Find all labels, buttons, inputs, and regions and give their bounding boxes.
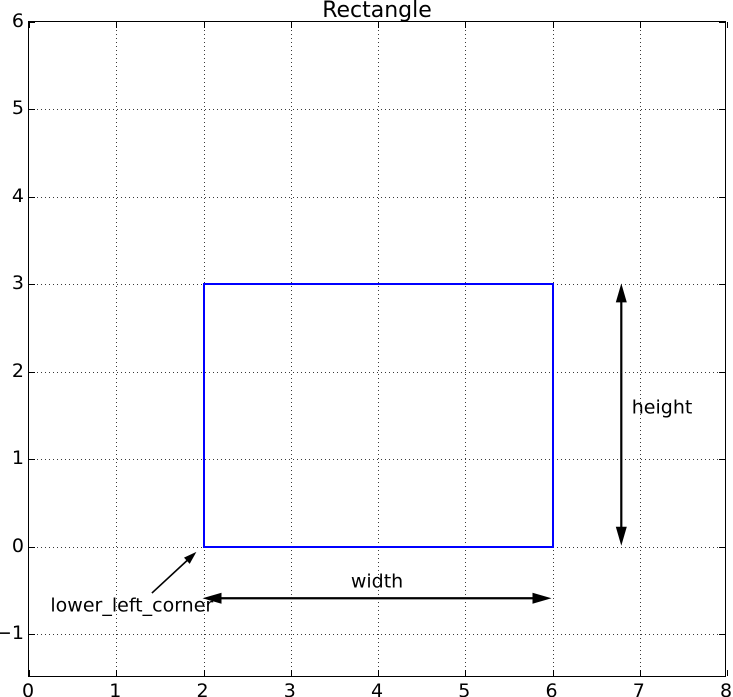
- x-tick-mark-top: [727, 22, 728, 28]
- x-tick-mark-top: [465, 22, 467, 28]
- height-annotation-label: height: [631, 396, 693, 419]
- x-gridline: [290, 22, 292, 676]
- x-tick-mark-bottom: [29, 670, 30, 676]
- x-tick-label: 5: [458, 680, 471, 697]
- x-tick-label: 6: [545, 680, 558, 697]
- y-tick-mark-right: [719, 546, 725, 548]
- y-gridline: [29, 371, 725, 373]
- y-tick-label: −1: [0, 622, 24, 645]
- y-tick-label: 0: [11, 534, 24, 557]
- x-tick-label: 0: [21, 680, 35, 697]
- plot-area: [28, 21, 728, 677]
- y-gridline: [29, 459, 725, 461]
- x-tick-label: 7: [632, 680, 645, 697]
- y-tick-label: 2: [11, 359, 24, 382]
- y-tick-mark-left: [29, 634, 35, 636]
- x-tick-label: 8: [719, 680, 733, 697]
- y-tick-mark-right: [719, 371, 725, 373]
- y-tick-mark-left: [29, 196, 35, 198]
- y-tick-label: 3: [11, 272, 24, 295]
- x-gridline: [639, 22, 641, 676]
- y-tick-mark-right: [719, 634, 725, 636]
- y-tick-mark-left: [29, 284, 35, 286]
- x-tick-mark-top: [29, 22, 30, 28]
- x-gridline: [116, 22, 118, 676]
- y-tick-mark-left: [29, 459, 35, 461]
- x-tick-mark-bottom: [465, 670, 467, 676]
- x-tick-label: 1: [109, 680, 122, 697]
- chart-title: Rectangle: [322, 0, 432, 23]
- x-tick-mark-bottom: [203, 670, 205, 676]
- y-tick-mark-left: [29, 22, 35, 23]
- y-gridline: [29, 634, 725, 636]
- x-tick-mark-top: [378, 22, 379, 28]
- x-tick-label: 3: [283, 680, 296, 697]
- y-tick-mark-right: [719, 284, 725, 286]
- y-tick-label: 6: [11, 10, 24, 32]
- y-tick-label: 4: [11, 184, 24, 207]
- x-tick-mark-top: [116, 22, 118, 28]
- x-tick-mark-bottom: [552, 670, 554, 676]
- y-gridline: [29, 196, 725, 198]
- y-gridline: [29, 109, 725, 111]
- y-tick-mark-left: [29, 546, 35, 548]
- y-tick-label: 5: [11, 97, 24, 120]
- x-gridline: [465, 22, 467, 676]
- x-tick-label: 4: [370, 680, 384, 697]
- x-tick-mark-bottom: [378, 670, 379, 676]
- x-tick-mark-bottom: [116, 670, 118, 676]
- width-annotation-label: width: [350, 570, 404, 593]
- x-gridline: [378, 22, 379, 676]
- y-tick-mark-right: [719, 22, 725, 23]
- y-tick-label: 1: [11, 447, 24, 470]
- y-tick-mark-left: [29, 109, 35, 111]
- x-tick-mark-bottom: [727, 670, 728, 676]
- x-tick-mark-top: [552, 22, 554, 28]
- y-tick-mark-right: [719, 109, 725, 111]
- x-tick-mark-bottom: [290, 670, 292, 676]
- lower-left-corner-annotation-label: lower_left_corner: [50, 594, 214, 617]
- x-tick-mark-top: [290, 22, 292, 28]
- y-tick-mark-left: [29, 371, 35, 373]
- y-tick-mark-right: [719, 196, 725, 198]
- x-tick-mark-top: [203, 22, 205, 28]
- x-tick-label: 2: [196, 680, 209, 697]
- rectangle-shape: [202, 283, 554, 548]
- x-tick-mark-bottom: [639, 670, 641, 676]
- x-tick-mark-top: [639, 22, 641, 28]
- y-tick-mark-right: [719, 459, 725, 461]
